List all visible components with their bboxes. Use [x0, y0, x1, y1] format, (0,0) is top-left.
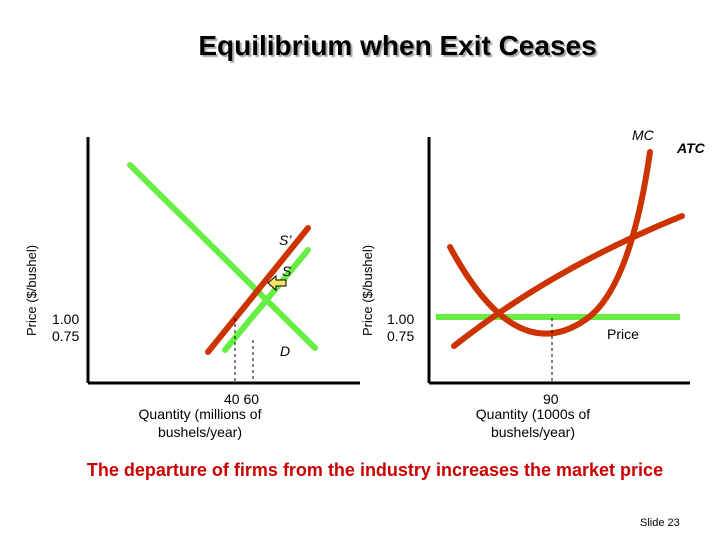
left-quantity-ticks: 40 60 — [224, 391, 260, 407]
left-demand-curve — [127, 162, 318, 351]
right-label-atc: ATC — [677, 140, 705, 156]
left-price-tick-high: 1.00 — [52, 311, 80, 327]
left-supply-curve — [222, 247, 311, 353]
left-x-axis-label-line1: Quantity (millions of — [138, 406, 262, 422]
left-shift-arrow — [267, 274, 287, 292]
right-mc-curve — [447, 149, 653, 337]
left-label-demand: D — [280, 343, 291, 359]
right-price-tick-low: 0.75 — [387, 328, 415, 344]
left-y-axis-label: Price ($/bushel) — [24, 244, 39, 336]
right-x-axis-label-line2: bushels/year) — [490, 424, 576, 440]
slide-title: Equilibrium when Exit Ceases — [198, 30, 597, 61]
left-price-tick-low: 0.75 — [52, 328, 80, 344]
right-atc-curve — [451, 213, 685, 349]
right-y-axis-label: Price ($/bushel) — [360, 244, 375, 336]
slide-caption: The departure of firms from the industry… — [86, 460, 664, 480]
left-x-axis-label-line2: bushels/year) — [157, 424, 243, 440]
right-quantity-tick: 90 — [543, 391, 559, 407]
left-supply-shifted-curve — [205, 225, 311, 355]
left-label-supply: S — [282, 263, 292, 279]
left-label-supply-shifted: S’ — [279, 232, 292, 248]
right-label-mc: MC — [632, 127, 654, 143]
right-price-tick-high: 1.00 — [387, 311, 415, 327]
right-x-axis-label-line1: Quantity (1000s of — [475, 406, 591, 422]
slide-number: Slide 23 — [640, 517, 680, 529]
right-label-price: Price — [607, 326, 639, 342]
